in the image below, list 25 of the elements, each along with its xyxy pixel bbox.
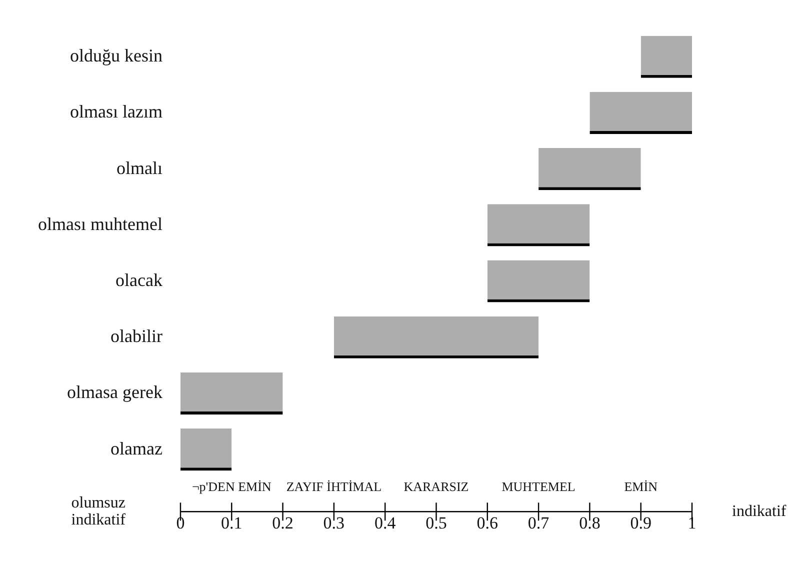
y-tick-label: olması lazım — [70, 102, 162, 122]
x-tick-label: 0.2 — [272, 513, 294, 532]
text: olumsuz indikatif — [71, 494, 126, 528]
text: MUHTEMEL — [502, 479, 576, 494]
x-tick-label: 0.7 — [528, 513, 550, 532]
x-axis-title: indikatif — [732, 502, 787, 520]
x-tick-label: 0.6 — [476, 513, 498, 532]
y-tick-label: olamaz — [110, 438, 162, 458]
y-tick-label: olmasa gerek — [67, 382, 162, 402]
x-tick-label: 0.8 — [579, 513, 600, 532]
text: KARARSIZ — [404, 479, 469, 494]
y-tick-label: olmalı — [116, 158, 162, 178]
text: ¬p'DEN EMİN — [192, 479, 272, 494]
x-tick-label: 0.4 — [374, 513, 396, 532]
x-tick-label: 0.9 — [630, 513, 652, 532]
y-tick-label: olması muhtemel — [38, 214, 162, 234]
text: EMİN — [624, 479, 658, 494]
y-tick-label: olabilir — [110, 326, 162, 346]
x-tick-label: 0.1 — [221, 513, 242, 532]
text: ZAYIF İHTİMAL — [286, 479, 382, 494]
y-tick-label: olduğu kesin — [70, 46, 162, 66]
x-tick-label: 0 — [176, 513, 185, 532]
y-tick-label: olacak — [116, 270, 162, 290]
x-tick-label: 0.3 — [323, 513, 345, 532]
x-tick-label: 0.5 — [426, 513, 447, 532]
